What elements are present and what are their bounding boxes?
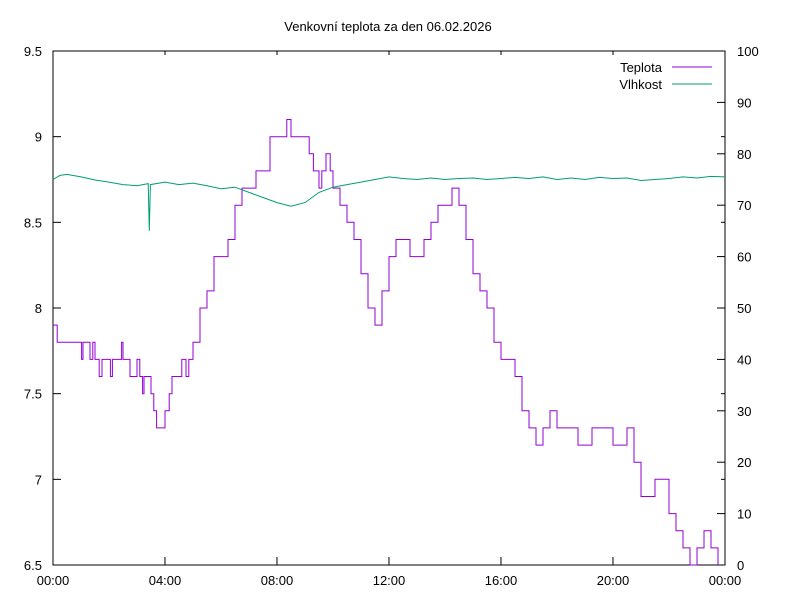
y-left-tick-label: 9.5 [24,44,42,59]
legend-label-teplota: Teplota [620,60,663,75]
y-left-tick-label: 7 [35,472,42,487]
x-tick-label: 00:00 [37,573,70,588]
x-tick-label: 08:00 [261,573,294,588]
chart-title: Venkovní teplota za den 06.02.2026 [284,19,491,34]
y-left-tick-label: 8 [35,301,42,316]
plot-frame [52,50,726,566]
y-right-tick-label: 100 [737,44,759,59]
y-left-tick-label: 8.5 [24,215,42,230]
plot-area: 6.5 7 7.5 8 8.5 9 9.5 0 10 20 30 40 50 60 70 80 90 100 00:… [24,44,759,588]
series-line-teplota [53,119,719,566]
y-right-tick-label: 80 [737,147,751,162]
y-right-tick-label: 20 [737,455,751,470]
x-tick-label: 16:00 [485,573,518,588]
x-tick-label: 12:00 [373,573,406,588]
y-right-tick-label: 50 [737,301,751,316]
y-right-tick-label: 60 [737,250,751,265]
series-layer [52,119,726,566]
x-tick-label: 00:00 [709,573,742,588]
legend-label-vlhkost: Vlhkost [619,77,662,92]
y-right-tick-label: 40 [737,352,751,367]
x-tick-label: 20:00 [597,573,630,588]
y-right-tick-label: 30 [737,404,751,419]
legend: Teplota Vlhkost [619,60,712,92]
x-tick-label: 04:00 [149,573,182,588]
y-left-tick-label: 7.5 [24,387,42,402]
series-line-vlhkost [52,173,726,231]
y-right-tick-label: 10 [737,507,751,522]
y-left-tick-label: 9 [35,130,42,145]
y-left-tick-label: 6.5 [24,558,42,573]
y-right-tick-label: 70 [737,198,751,213]
y-right-tick-label: 90 [737,95,751,110]
y-right-tick-label: 0 [737,558,744,573]
